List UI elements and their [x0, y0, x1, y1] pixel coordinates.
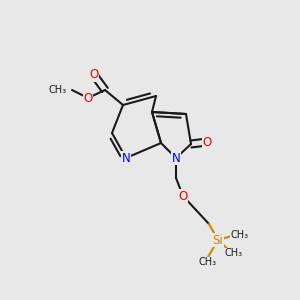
- Text: CH₃: CH₃: [199, 257, 217, 267]
- Text: Si: Si: [213, 233, 224, 247]
- Text: O: O: [89, 68, 99, 82]
- Text: N: N: [122, 152, 130, 164]
- Text: N: N: [172, 152, 180, 164]
- Text: O: O: [178, 190, 188, 202]
- Text: CH₃: CH₃: [231, 230, 249, 240]
- Text: CH₃: CH₃: [49, 85, 67, 95]
- Text: O: O: [202, 136, 211, 148]
- Text: O: O: [83, 92, 93, 104]
- Text: CH₃: CH₃: [225, 248, 243, 258]
